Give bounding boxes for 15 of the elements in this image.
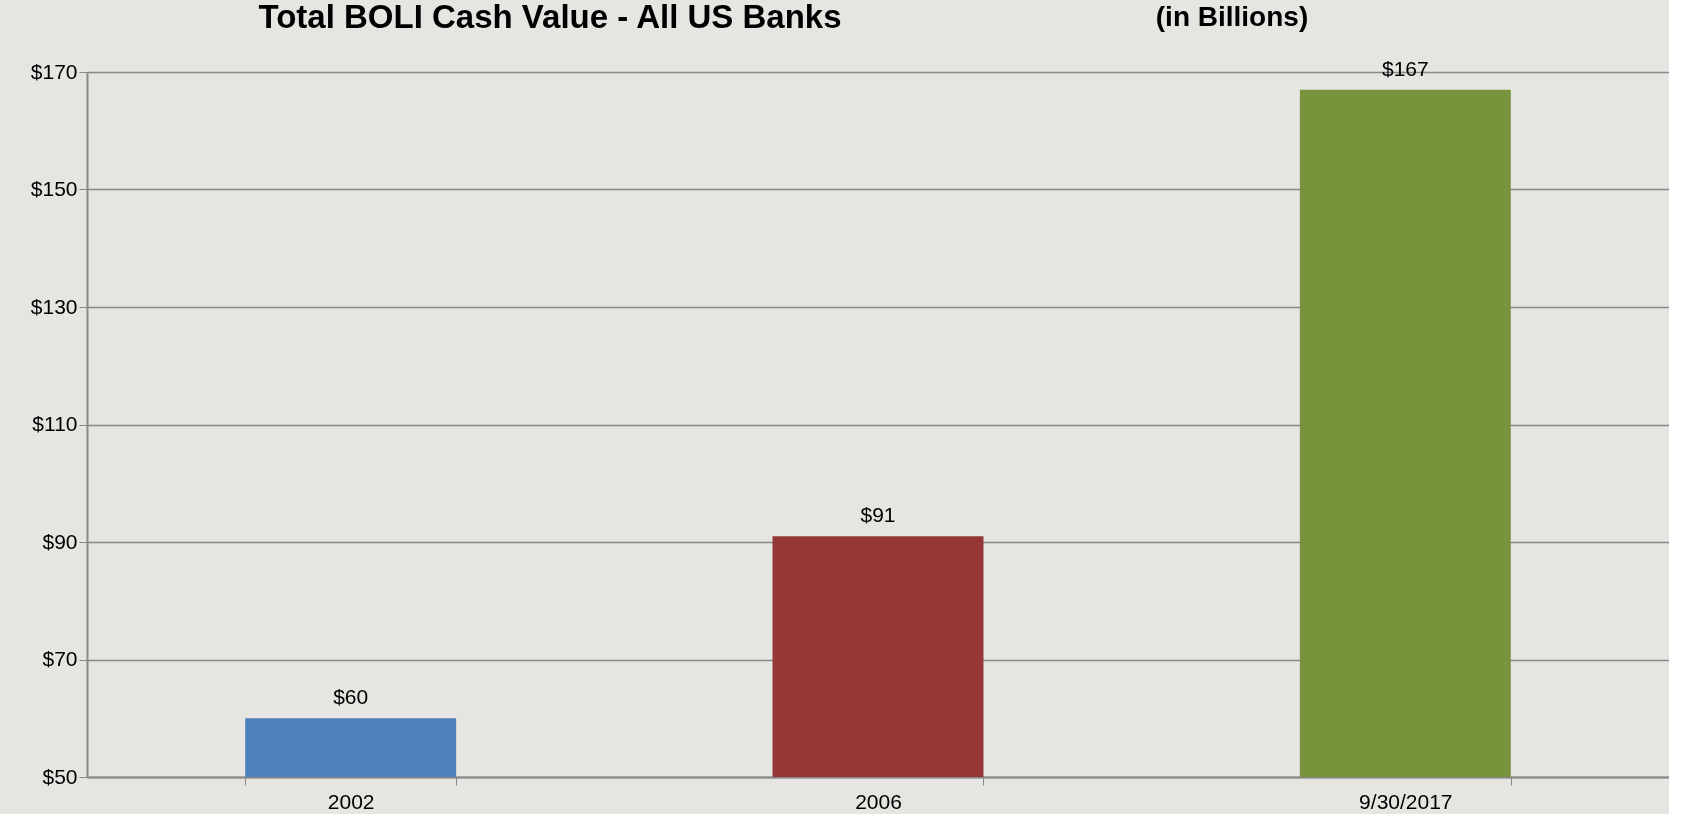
x-tick-label: 2002 — [327, 789, 375, 813]
y-tick-label: $170 — [30, 59, 78, 83]
x-tick-label: 9/30/2017 — [1359, 789, 1453, 813]
x-tick-label: 2006 — [855, 789, 902, 813]
y-tick-label: $50 — [42, 764, 78, 788]
data-label: $60 — [333, 685, 369, 709]
data-label: $167 — [1381, 56, 1429, 80]
y-tick-label: $70 — [42, 647, 78, 670]
y-tick-label: $130 — [30, 294, 78, 318]
chart-title: Total BOLI Cash Value - All US Banks — [258, 0, 842, 35]
y-tick-label: $90 — [42, 529, 78, 553]
chart-subtitle: (in Billions) — [1155, 1, 1309, 32]
y-tick-label: $110 — [32, 412, 78, 435]
data-label: $91 — [860, 503, 896, 527]
y-tick-label: $150 — [30, 177, 78, 200]
